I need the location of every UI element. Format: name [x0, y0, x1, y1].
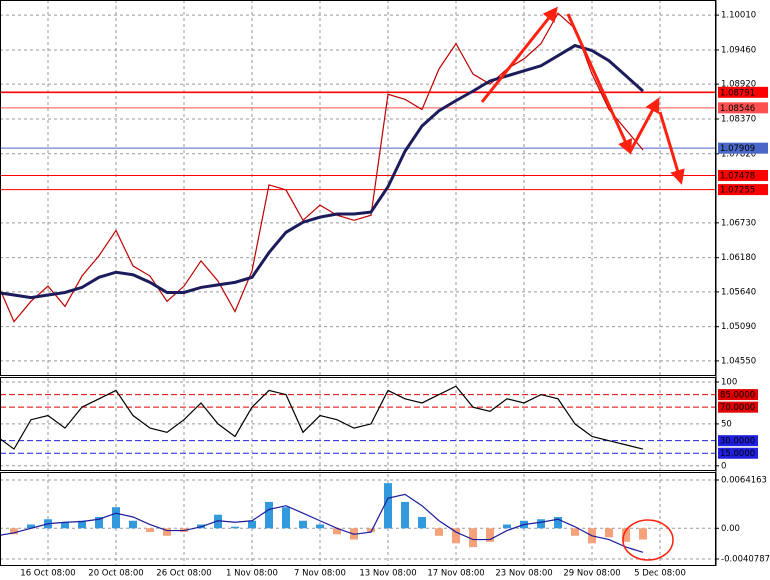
histogram-bar — [299, 520, 307, 529]
histogram-bar — [571, 528, 579, 536]
histogram-bar — [78, 520, 86, 529]
y-tick-label: 1.09460 — [721, 45, 756, 55]
price-label: 1.07909 — [720, 144, 755, 154]
arrow — [480, 6, 558, 103]
price-label: 1.07255 — [720, 186, 755, 196]
x-tick-label: 16 Oct 08:00 — [20, 569, 75, 579]
y-tick-label: 0.0064163 — [721, 476, 767, 486]
histogram-bar — [282, 507, 290, 529]
price-label-box — [718, 169, 768, 181]
histogram-bar — [401, 501, 409, 529]
histogram-bar — [418, 516, 426, 529]
histogram-bar — [333, 528, 341, 535]
x-tick-label: 1 Nov 08:00 — [226, 569, 278, 579]
x-tick-label: 5 Dec 08:00 — [634, 569, 686, 579]
arrow — [628, 97, 660, 153]
histogram-bar — [214, 514, 222, 529]
histogram-bar — [452, 528, 460, 544]
y-tick-label: 1.08370 — [721, 114, 756, 124]
x-tick-label: 13 Nov 08:00 — [359, 569, 416, 579]
price-label-box — [718, 142, 768, 154]
histogram-bar — [10, 528, 18, 535]
price-label: 1.07478 — [720, 171, 755, 181]
histogram-bar — [622, 528, 630, 542]
histogram-bar — [231, 526, 239, 529]
y-tick-label: 1.07820 — [721, 149, 756, 159]
histogram-bar — [95, 516, 103, 529]
y-tick-label: 15.0000 — [720, 449, 755, 459]
arrow — [658, 111, 685, 185]
y-tick-label: 1.05090 — [721, 322, 756, 332]
x-tick-label: 23 Nov 08:00 — [495, 569, 552, 579]
plot-area — [0, 0, 716, 566]
histogram-bar — [384, 483, 392, 529]
histogram-bar — [265, 501, 273, 529]
histogram-bar — [537, 519, 545, 529]
histogram-bar — [469, 528, 477, 548]
y-tick-label: 1.05640 — [721, 287, 756, 297]
y-tick-label: 1.04550 — [721, 356, 756, 366]
level-label-box — [718, 435, 758, 447]
y-tick-label: 1.06730 — [721, 218, 756, 228]
arrow — [566, 13, 632, 155]
price-label-box — [718, 184, 768, 196]
y-tick-label: -0.0040787 — [721, 554, 770, 564]
histogram-bar — [554, 516, 562, 529]
histogram-bar — [27, 524, 35, 529]
y-tick-label: 1.10010 — [721, 11, 756, 21]
price-label: 1.08791 — [720, 88, 755, 98]
histogram-bar — [435, 528, 443, 536]
x-tick-label: 20 Oct 08:00 — [88, 569, 143, 579]
histogram-bar — [503, 524, 511, 529]
y-tick-label: 50 — [721, 419, 732, 429]
y-tick-label: 1.08920 — [721, 80, 756, 90]
y-tick-label: 1.06180 — [721, 253, 756, 263]
x-tick-label: 29 Nov 08:00 — [563, 569, 620, 579]
price-label: 1.08546 — [720, 104, 755, 114]
price-label-box — [718, 102, 768, 114]
histogram-bar — [129, 520, 137, 529]
series-line — [0, 43, 644, 300]
y-tick-label: 30.0000 — [720, 437, 755, 447]
series-line — [0, 385, 644, 450]
x-tick-label: 26 Oct 08:00 — [156, 569, 211, 579]
histogram-bar — [605, 528, 613, 538]
y-tick-label: 0 — [721, 461, 726, 471]
level-label-box — [718, 389, 758, 401]
price-label-box — [718, 86, 768, 98]
y-tick-label: 100 — [721, 378, 737, 388]
histogram-bar — [146, 528, 154, 533]
x-tick-label: 17 Nov 08:00 — [427, 569, 484, 579]
histogram-bar — [112, 507, 120, 529]
series-line — [0, 12, 644, 323]
highlight-circle — [622, 519, 674, 561]
series-line — [0, 493, 644, 553]
histogram-bar — [486, 528, 494, 542]
x-tick-label: 7 Nov 08:00 — [294, 569, 346, 579]
histogram-bar — [367, 528, 375, 533]
histogram-bar — [163, 528, 171, 536]
level-label-box — [718, 447, 758, 459]
y-tick-label: 70.0000 — [720, 403, 755, 413]
y-tick-label: 85.0000 — [720, 391, 755, 401]
histogram-bar — [639, 528, 647, 540]
histogram-bar — [61, 522, 69, 529]
histogram-bar — [316, 524, 324, 529]
y-tick-label: 0.00 — [721, 524, 740, 534]
annotations — [480, 6, 685, 561]
histogram-bar — [248, 520, 256, 529]
level-label-box — [718, 401, 758, 413]
